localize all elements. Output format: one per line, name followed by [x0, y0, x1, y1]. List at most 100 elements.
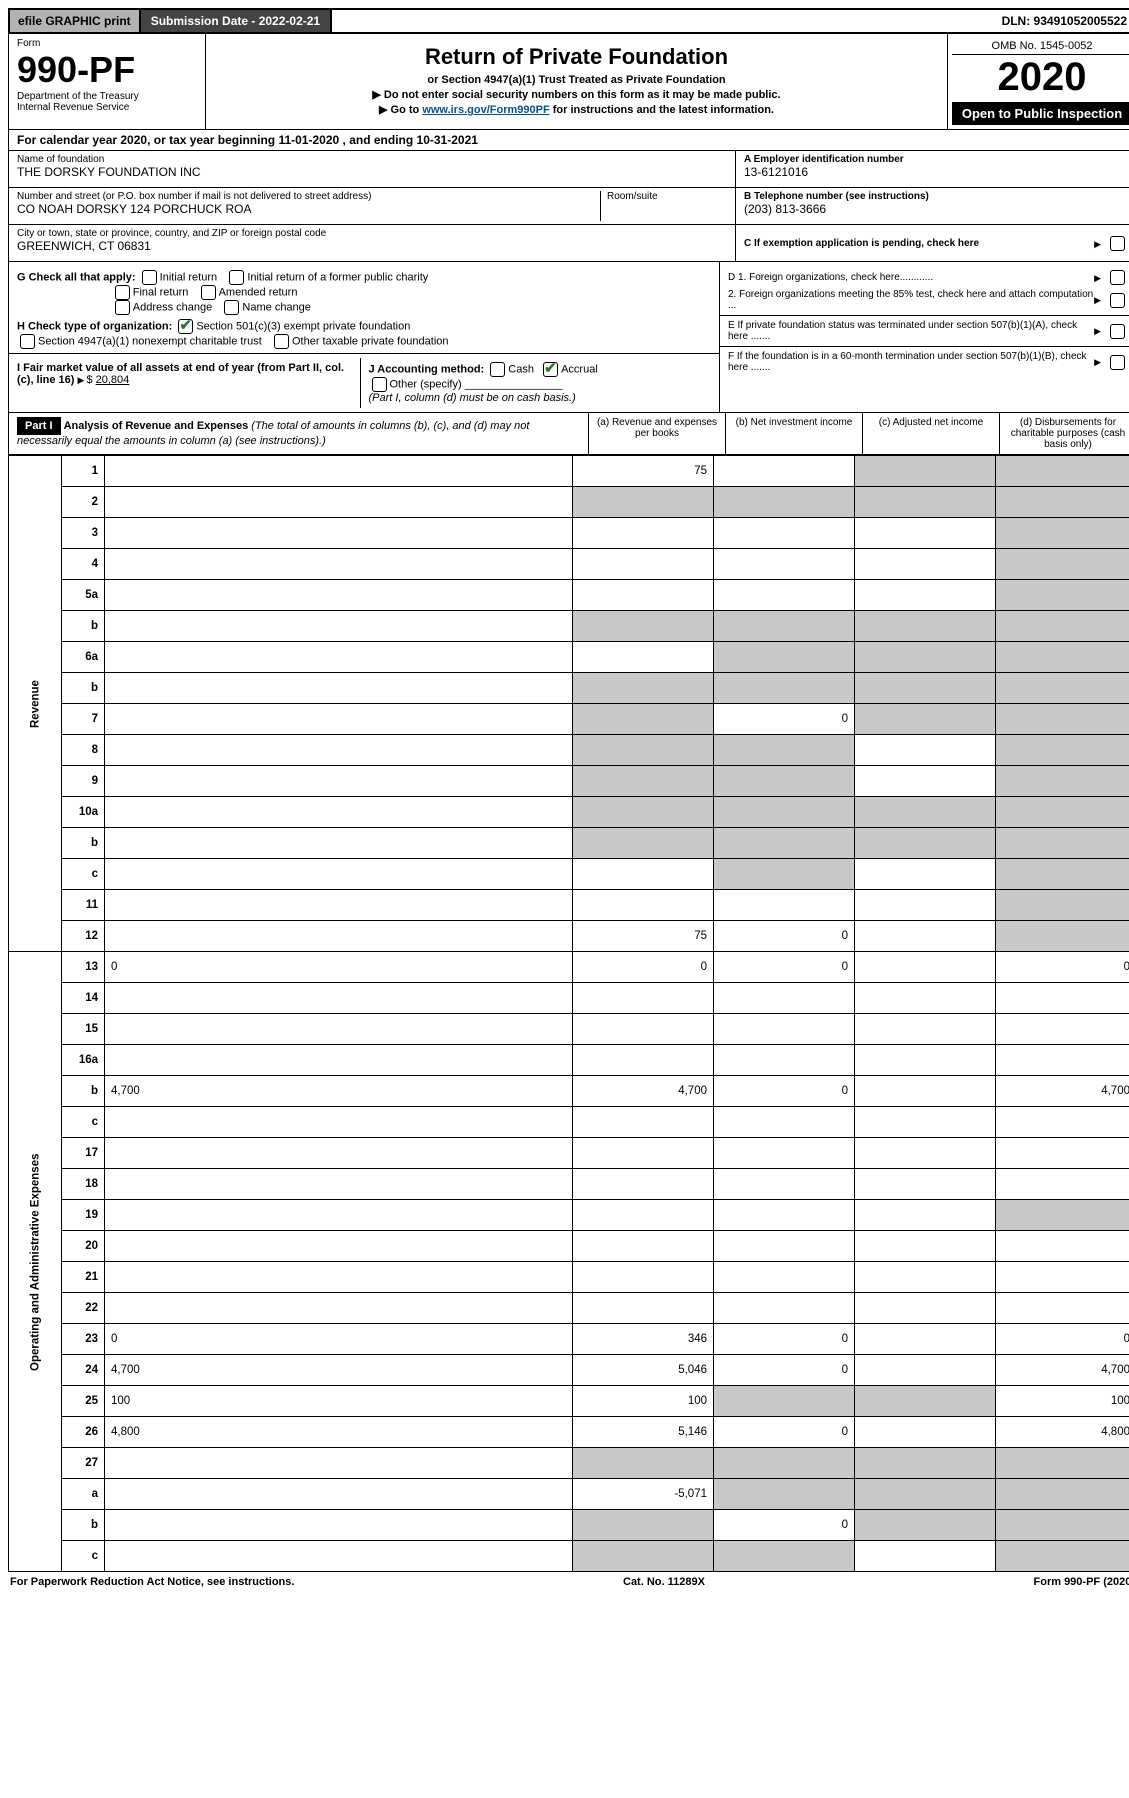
table-row: b0 — [9, 1510, 1129, 1541]
cell-col-a — [573, 673, 714, 704]
checkbox-501c3[interactable] — [178, 319, 193, 334]
line-number: 11 — [62, 890, 105, 921]
line-number: b — [62, 673, 105, 704]
cell-col-c — [855, 1448, 996, 1479]
d2-line: 2. Foreign organizations meeting the 85%… — [728, 289, 1128, 311]
cell-col-b — [714, 456, 855, 487]
table-row: 3 — [9, 518, 1129, 549]
cell-col-d — [996, 673, 1129, 704]
form-subtitle: or Section 4947(a)(1) Trust Treated as P… — [218, 74, 935, 86]
checkbox-other-taxable[interactable] — [274, 334, 289, 349]
cell-col-d — [996, 1045, 1129, 1076]
cell-col-d — [996, 1014, 1129, 1045]
cell-col-a — [573, 890, 714, 921]
line-description — [105, 1014, 573, 1045]
checkbox-c[interactable] — [1110, 236, 1125, 251]
cell-col-b: 0 — [714, 1510, 855, 1541]
line-description — [105, 890, 573, 921]
cell-col-b: 0 — [714, 921, 855, 952]
line-description — [105, 704, 573, 735]
checkbox-4947[interactable] — [20, 334, 35, 349]
table-row: 14 — [9, 983, 1129, 1014]
f-line: F If the foundation is in a 60-month ter… — [720, 346, 1129, 373]
cell-col-b: 0 — [714, 1355, 855, 1386]
line-number: 1 — [62, 456, 105, 487]
cell-col-b — [714, 1138, 855, 1169]
line-number: c — [62, 1107, 105, 1138]
cell-col-d — [996, 1107, 1129, 1138]
cell-col-c — [855, 1479, 996, 1510]
line-number: 16a — [62, 1045, 105, 1076]
cell-col-a — [573, 580, 714, 611]
cell-col-a — [573, 1293, 714, 1324]
checkbox-initial-former[interactable] — [229, 270, 244, 285]
footer-right: Form 990-PF (2020) — [1034, 1576, 1129, 1588]
line-number: b — [62, 1076, 105, 1107]
submission-date: Submission Date - 2022-02-21 — [141, 10, 332, 32]
cell-col-b — [714, 828, 855, 859]
cell-col-a: -5,071 — [573, 1479, 714, 1510]
table-row: 19 — [9, 1200, 1129, 1231]
line-description — [105, 1262, 573, 1293]
cell-col-d: 4,700 — [996, 1076, 1129, 1107]
cell-col-d — [996, 1448, 1129, 1479]
cell-col-d — [996, 704, 1129, 735]
checkbox-address-change[interactable] — [115, 300, 130, 315]
cell-col-d: 4,800 — [996, 1417, 1129, 1448]
table-row: 18 — [9, 1169, 1129, 1200]
cell-col-c — [855, 1293, 996, 1324]
cell-col-b — [714, 890, 855, 921]
cell-col-c — [855, 1262, 996, 1293]
checkbox-accrual[interactable] — [543, 362, 558, 377]
line-number: 19 — [62, 1200, 105, 1231]
cell-col-d — [996, 735, 1129, 766]
line-description — [105, 1231, 573, 1262]
line-number: 17 — [62, 1138, 105, 1169]
efile-topbar: efile GRAPHIC print Submission Date - 20… — [8, 8, 1129, 34]
table-row: 23034600 — [9, 1324, 1129, 1355]
cell-col-a — [573, 1262, 714, 1293]
table-row: 264,8005,14604,800 — [9, 1417, 1129, 1448]
cell-col-d — [996, 580, 1129, 611]
checkbox-amended[interactable] — [201, 285, 216, 300]
cell-col-a — [573, 859, 714, 890]
line-description — [105, 642, 573, 673]
cell-col-a: 5,146 — [573, 1417, 714, 1448]
line-description: 4,700 — [105, 1076, 573, 1107]
cell-col-b: 0 — [714, 952, 855, 983]
line-number: b — [62, 1510, 105, 1541]
line-number: 22 — [62, 1293, 105, 1324]
table-row: 11 — [9, 890, 1129, 921]
cell-col-a — [573, 735, 714, 766]
dln: DLN: 93491052005522 — [994, 10, 1129, 32]
checkbox-f[interactable] — [1110, 355, 1125, 370]
line-description — [105, 766, 573, 797]
checkbox-name-change[interactable] — [224, 300, 239, 315]
irs-link[interactable]: www.irs.gov/Form990PF — [422, 104, 549, 116]
checkbox-other-method[interactable] — [372, 377, 387, 392]
line-number: 7 — [62, 704, 105, 735]
j-line: J Accounting method: Cash Accrual Other … — [369, 362, 712, 404]
cell-col-b — [714, 549, 855, 580]
checkbox-d1[interactable] — [1110, 270, 1125, 285]
cell-col-b — [714, 983, 855, 1014]
table-row: 4 — [9, 549, 1129, 580]
checkbox-cash[interactable] — [490, 362, 505, 377]
line-number: 4 — [62, 549, 105, 580]
checkbox-final[interactable] — [115, 285, 130, 300]
line-description: 0 — [105, 952, 573, 983]
line-number: b — [62, 611, 105, 642]
cell-col-c — [855, 456, 996, 487]
checkbox-d2[interactable] — [1110, 293, 1125, 308]
cell-col-d — [996, 1541, 1129, 1572]
cell-col-d — [996, 518, 1129, 549]
cell-col-d: 4,700 — [996, 1355, 1129, 1386]
table-row: 25100100100 — [9, 1386, 1129, 1417]
cell-col-d — [996, 611, 1129, 642]
arrow-icon — [1094, 236, 1103, 250]
checkbox-e[interactable] — [1110, 324, 1125, 339]
table-row: Operating and Administrative Expenses130… — [9, 952, 1129, 983]
table-row: 6a — [9, 642, 1129, 673]
line-number: 2 — [62, 487, 105, 518]
checkbox-initial[interactable] — [142, 270, 157, 285]
